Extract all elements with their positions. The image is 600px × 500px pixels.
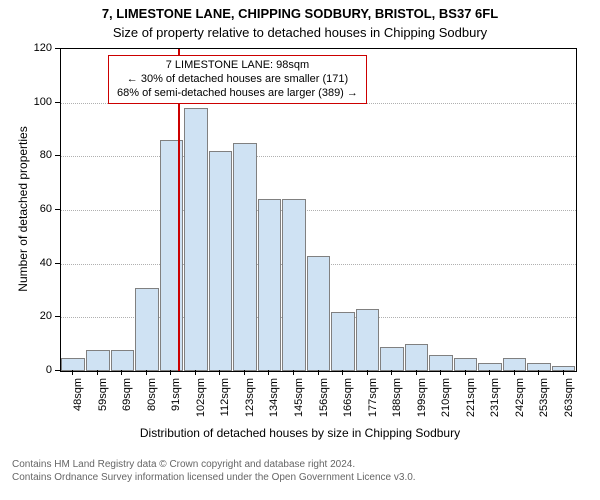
y-tick: [55, 370, 60, 371]
y-tick-label: 120: [0, 42, 52, 54]
x-tick: [538, 370, 539, 375]
y-tick-label: 40: [0, 257, 52, 269]
x-tick-label: 102sqm: [195, 378, 207, 426]
x-tick-label: 134sqm: [268, 378, 280, 426]
histogram-bar: [209, 151, 233, 371]
x-axis-label: Distribution of detached houses by size …: [0, 426, 600, 440]
x-tick-label: 69sqm: [121, 378, 133, 426]
chart-subtitle: Size of property relative to detached ho…: [0, 25, 600, 40]
gridline: [61, 156, 576, 157]
x-tick: [514, 370, 515, 375]
histogram-bar: [331, 312, 355, 371]
x-tick: [563, 370, 564, 375]
y-tick-label: 60: [0, 203, 52, 215]
y-tick: [55, 102, 60, 103]
y-tick-label: 80: [0, 149, 52, 161]
x-tick: [391, 370, 392, 375]
x-tick-label: 221sqm: [465, 378, 477, 426]
histogram-bar: [356, 309, 380, 371]
x-tick: [342, 370, 343, 375]
x-tick: [416, 370, 417, 375]
y-tick-label: 100: [0, 96, 52, 108]
annotation-line: 68% of semi-detached houses are larger (…: [117, 87, 358, 101]
histogram-bar: [307, 256, 331, 371]
x-tick-label: 59sqm: [97, 378, 109, 426]
histogram-bar: [61, 358, 85, 371]
x-tick-label: 156sqm: [318, 378, 330, 426]
x-tick-label: 263sqm: [563, 378, 575, 426]
x-tick: [465, 370, 466, 375]
gridline: [61, 210, 576, 211]
x-tick-label: 188sqm: [391, 378, 403, 426]
x-tick: [97, 370, 98, 375]
histogram-bar: [527, 363, 551, 371]
annotation-box: 7 LIMESTONE LANE: 98sqm← 30% of detached…: [108, 55, 367, 104]
y-tick-label: 0: [0, 364, 52, 376]
histogram-bar: [380, 347, 404, 371]
y-tick: [55, 155, 60, 156]
footer: Contains HM Land Registry data © Crown c…: [0, 458, 600, 484]
x-tick-label: 123sqm: [244, 378, 256, 426]
y-tick: [55, 316, 60, 317]
x-tick: [72, 370, 73, 375]
histogram-bar: [405, 344, 429, 371]
x-tick-label: 253sqm: [538, 378, 550, 426]
x-tick: [121, 370, 122, 375]
histogram-bar: [429, 355, 453, 371]
histogram-bar: [135, 288, 159, 371]
footer-line: Contains Ordnance Survey information lic…: [12, 471, 600, 484]
x-tick-label: 210sqm: [440, 378, 452, 426]
x-tick-label: 145sqm: [293, 378, 305, 426]
x-tick: [268, 370, 269, 375]
histogram-bar: [454, 358, 478, 371]
x-tick: [440, 370, 441, 375]
x-tick-label: 80sqm: [146, 378, 158, 426]
x-tick: [367, 370, 368, 375]
x-tick-label: 166sqm: [342, 378, 354, 426]
x-tick: [195, 370, 196, 375]
x-tick: [219, 370, 220, 375]
y-tick: [55, 263, 60, 264]
x-tick-label: 91sqm: [170, 378, 182, 426]
histogram-bar: [111, 350, 135, 371]
footer-line: Contains HM Land Registry data © Crown c…: [12, 458, 600, 471]
x-tick: [170, 370, 171, 375]
x-tick-label: 231sqm: [489, 378, 501, 426]
x-tick: [318, 370, 319, 375]
x-tick-label: 242sqm: [514, 378, 526, 426]
histogram-bar: [86, 350, 110, 371]
y-tick: [55, 48, 60, 49]
x-tick-label: 48sqm: [72, 378, 84, 426]
histogram-bar: [258, 199, 282, 371]
y-tick: [55, 209, 60, 210]
histogram-bar: [478, 363, 502, 371]
x-tick-label: 199sqm: [416, 378, 428, 426]
histogram-bar: [282, 199, 306, 371]
chart-title: 7, LIMESTONE LANE, CHIPPING SODBURY, BRI…: [0, 6, 600, 21]
annotation-line: 7 LIMESTONE LANE: 98sqm: [117, 59, 358, 73]
x-tick: [293, 370, 294, 375]
x-tick: [244, 370, 245, 375]
annotation-line: ← 30% of detached houses are smaller (17…: [117, 73, 358, 87]
y-tick-label: 20: [0, 310, 52, 322]
x-tick: [146, 370, 147, 375]
x-tick-label: 177sqm: [367, 378, 379, 426]
histogram-bar: [233, 143, 257, 371]
x-tick: [489, 370, 490, 375]
x-tick-label: 112sqm: [219, 378, 231, 426]
histogram-bar: [184, 108, 208, 371]
histogram-bar: [503, 358, 527, 371]
